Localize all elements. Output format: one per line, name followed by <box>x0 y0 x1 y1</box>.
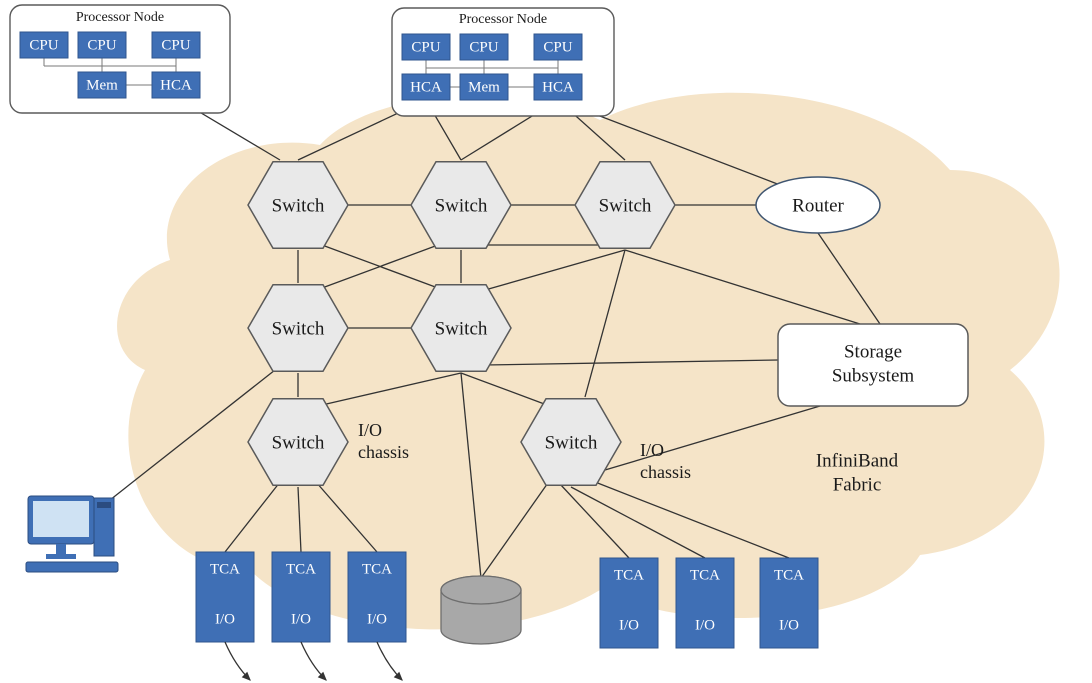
svg-text:TCA: TCA <box>690 567 720 583</box>
pc-icon <box>26 496 118 572</box>
svg-text:HCA: HCA <box>542 79 574 95</box>
svg-text:InfiniBand: InfiniBand <box>816 450 899 471</box>
storage-subsystem: Storage Subsystem <box>778 324 968 406</box>
svg-text:TCA: TCA <box>210 561 240 577</box>
tca-unit-t5: TCA I/O <box>676 558 734 648</box>
svg-text:I/O: I/O <box>779 617 799 633</box>
svg-text:CPU: CPU <box>87 37 116 53</box>
svg-text:I/O: I/O <box>619 617 639 633</box>
svg-text:Fabric: Fabric <box>833 474 882 495</box>
svg-text:I/O: I/O <box>291 611 311 627</box>
diagram-canvas: Switch Switch Switch Switch Switch Switch Swit… <box>0 0 1092 683</box>
svg-text:CPU: CPU <box>543 39 572 55</box>
svg-text:Router: Router <box>792 195 844 216</box>
tca-unit-t3: TCA I/O <box>348 552 406 642</box>
svg-text:TCA: TCA <box>614 567 644 583</box>
svg-text:Switch: Switch <box>272 432 325 453</box>
svg-text:Storage: Storage <box>844 341 902 362</box>
svg-text:Switch: Switch <box>272 195 325 216</box>
tca-unit-t4: TCA I/O <box>600 558 658 648</box>
svg-text:I/O: I/O <box>367 611 387 627</box>
svg-text:HCA: HCA <box>410 79 442 95</box>
svg-text:Mem: Mem <box>468 79 500 95</box>
svg-text:I/O: I/O <box>640 440 664 460</box>
disk-icon <box>441 576 521 644</box>
svg-text:TCA: TCA <box>774 567 804 583</box>
tca-out-arrow-1 <box>301 642 326 680</box>
svg-text:Switch: Switch <box>435 195 488 216</box>
svg-text:CPU: CPU <box>469 39 498 55</box>
svg-text:Switch: Switch <box>599 195 652 216</box>
svg-text:CPU: CPU <box>29 37 58 53</box>
router: Router <box>756 177 880 233</box>
svg-text:CPU: CPU <box>411 39 440 55</box>
svg-text:Switch: Switch <box>545 432 598 453</box>
svg-text:HCA: HCA <box>160 77 192 93</box>
tca-unit-t2: TCA I/O <box>272 552 330 642</box>
svg-text:TCA: TCA <box>286 561 316 577</box>
svg-text:chassis: chassis <box>640 462 691 482</box>
svg-text:I/O: I/O <box>695 617 715 633</box>
tca-out-arrow-0 <box>225 642 250 680</box>
svg-text:chassis: chassis <box>358 442 409 462</box>
svg-text:Switch: Switch <box>435 318 488 339</box>
svg-text:I/O: I/O <box>358 420 382 440</box>
svg-text:Subsystem: Subsystem <box>832 365 915 386</box>
svg-text:Switch: Switch <box>272 318 325 339</box>
svg-text:TCA: TCA <box>362 561 392 577</box>
svg-text:CPU: CPU <box>161 37 190 53</box>
processor-node-pn1: Processor Node CPU CPU CPU Mem HCA <box>10 5 230 113</box>
tca-unit-t1: TCA I/O <box>196 552 254 642</box>
svg-text:Processor Node: Processor Node <box>76 10 164 25</box>
svg-text:I/O: I/O <box>215 611 235 627</box>
tca-out-arrow-2 <box>377 642 402 680</box>
svg-text:Mem: Mem <box>86 77 118 93</box>
tca-unit-t6: TCA I/O <box>760 558 818 648</box>
svg-text:Processor Node: Processor Node <box>459 12 547 27</box>
processor-node-pn2: Processor Node CPU CPU CPU HCA Mem HCA <box>392 8 614 116</box>
